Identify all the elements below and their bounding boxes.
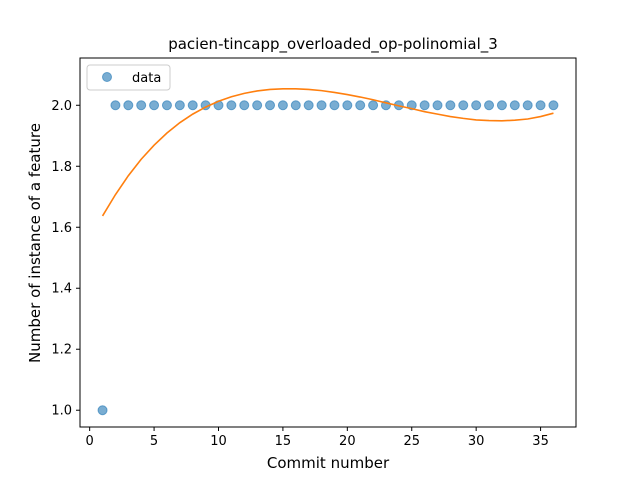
- axes-frame: [79, 57, 577, 428]
- data-point: [277, 100, 288, 111]
- data-point: [123, 100, 134, 111]
- data-point: [187, 100, 198, 111]
- data-point: [97, 405, 108, 416]
- y-tick-label: 1.6: [51, 221, 72, 236]
- data-point: [471, 100, 482, 111]
- x-tick-label: 35: [532, 434, 549, 449]
- data-point: [445, 100, 456, 111]
- x-tick-label: 20: [339, 434, 356, 449]
- data-point: [265, 100, 276, 111]
- data-point: [136, 100, 147, 111]
- data-point: [252, 100, 263, 111]
- data-point: [509, 100, 520, 111]
- x-tick-label: 5: [150, 434, 158, 449]
- data-point: [419, 100, 430, 111]
- legend-marker-data: [102, 72, 112, 82]
- data-point: [535, 100, 546, 111]
- y-tick-label: 1.8: [51, 160, 72, 175]
- data-point: [368, 100, 379, 111]
- x-tick-label: 15: [275, 434, 292, 449]
- y-tick-label: 2.0: [51, 99, 72, 114]
- y-tick-label: 1.0: [51, 404, 72, 419]
- x-tick-label: 0: [86, 434, 94, 449]
- plot-area: [97, 88, 559, 416]
- x-axis-label: Commit number: [267, 454, 390, 472]
- data-point: [316, 100, 327, 111]
- data-point: [458, 100, 469, 111]
- y-tick-label: 1.4: [51, 282, 72, 297]
- data-point: [355, 100, 366, 111]
- data-point: [496, 100, 507, 111]
- legend: data: [86, 64, 171, 91]
- x-tick-label: 10: [210, 434, 227, 449]
- data-point: [303, 100, 314, 111]
- fit-line: [101, 88, 554, 217]
- chart-title: pacien-tincapp_overloaded_op-polinomial_…: [168, 35, 498, 54]
- legend-label-data: data: [132, 71, 161, 86]
- axes: 0 5 10 15 20 25 30 35 1.0 1.2 1.4 1.6 1.8 2.0: [51, 57, 577, 449]
- data-point: [548, 100, 559, 111]
- data-point: [329, 100, 340, 111]
- data-point: [342, 100, 353, 111]
- data-point: [174, 100, 185, 111]
- data-point: [110, 100, 121, 111]
- data-point: [522, 100, 533, 111]
- y-tick-label: 1.2: [51, 343, 72, 358]
- data-point: [290, 100, 301, 111]
- x-tick-label: 25: [403, 434, 420, 449]
- y-axis-label: Number of instance of a feature: [26, 123, 44, 363]
- x-tick-label: 30: [468, 434, 485, 449]
- data-point: [432, 100, 443, 111]
- data-point: [149, 100, 160, 111]
- data-point: [161, 100, 172, 111]
- data-point: [239, 100, 250, 111]
- data-point: [484, 100, 495, 111]
- legend-frame: [86, 64, 171, 91]
- data-point: [226, 100, 237, 111]
